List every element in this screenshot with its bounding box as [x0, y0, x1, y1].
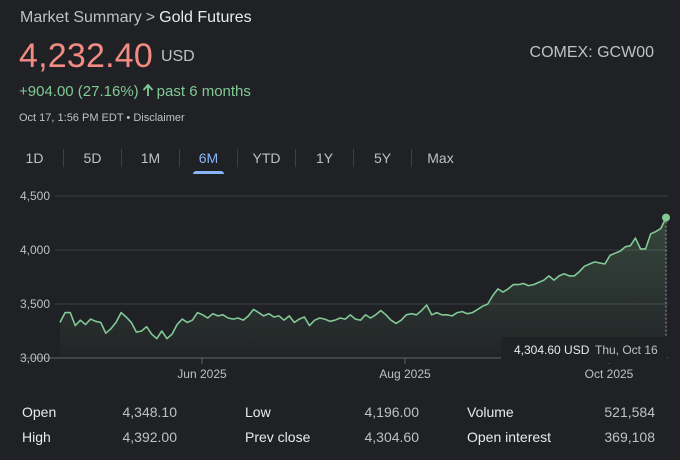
y-tick-label: 4,500 [20, 189, 50, 203]
currency-label: USD [160, 48, 195, 65]
stat-value-open: 4,348.10 [122, 404, 178, 420]
change-period: past 6 months [156, 83, 251, 100]
stat-label-low: Low [245, 404, 271, 420]
stat-value-open-interest: 369,108 [604, 429, 655, 445]
range-tab-max[interactable]: Max [427, 150, 454, 166]
breadcrumb-market-summary[interactable]: Market Summary [20, 9, 142, 26]
range-selector: 1D 5D 1M 6M YTD 1Y 5Y Max [6, 146, 469, 174]
price-series-line [59, 217, 667, 340]
tooltip-value: 4,304.60 USD [514, 343, 590, 357]
arrow-up-icon [142, 83, 153, 100]
price-chart[interactable]: 4,500 4,000 3,500 3,000 Jun 2025 Aug 202… [0, 184, 680, 390]
quote-timestamp: Oct 17, 1:56 PM EDT [19, 112, 124, 124]
breadcrumb-separator: > [145, 9, 156, 26]
range-tab-5d[interactable]: 5D [83, 150, 102, 166]
quote-meta: Oct 17, 1:56 PM EDT • Disclaimer [19, 112, 185, 124]
stat-label-open: Open [22, 404, 57, 420]
current-price: 4,232.40 [19, 37, 153, 75]
range-divider [295, 149, 296, 167]
stat-value-high: 4,392.00 [122, 429, 178, 445]
stat-label-open-interest: Open interest [467, 429, 552, 445]
price-area-fill [60, 217, 666, 358]
range-tab-6m[interactable]: 6M [180, 146, 237, 174]
x-tick-label: Oct 2025 [585, 367, 634, 381]
range-tab-5y[interactable]: 5Y [373, 150, 392, 166]
range-divider [179, 149, 180, 167]
range-divider [353, 149, 354, 167]
hover-tooltip: 4,304.60 USD Thu, Oct 16 [501, 337, 667, 363]
y-tick-label: 3,000 [20, 351, 50, 365]
stat-label-high: High [22, 429, 51, 445]
price-change: +904.00 (27.16%) past 6 months [19, 83, 251, 100]
range-divider [63, 149, 64, 167]
y-tick-label: 4,000 [20, 243, 50, 257]
stat-label-volume: Volume [467, 404, 514, 420]
disclaimer-link[interactable]: Disclaimer [133, 112, 185, 124]
tooltip-background [501, 337, 667, 363]
range-tab-ytd[interactable]: YTD [252, 150, 281, 166]
stat-value-prev-close: 4,304.60 [364, 429, 420, 445]
tooltip-date: Thu, Oct 16 [595, 343, 658, 357]
y-tick-label: 3,500 [20, 297, 50, 311]
range-divider [411, 149, 412, 167]
hover-point [662, 213, 670, 222]
range-divider [237, 149, 238, 167]
meta-bullet: • [126, 112, 131, 124]
exchange-ticker: COMEX: GCW00 [529, 44, 654, 61]
breadcrumb: Market Summary > Gold Futures [20, 9, 252, 27]
x-tick-label: Aug 2025 [379, 367, 431, 381]
x-tick-label: Jun 2025 [177, 367, 227, 381]
stat-label-prev-close: Prev close [245, 429, 311, 445]
stat-value-low: 4,196.00 [364, 404, 420, 420]
range-tab-1d[interactable]: 1D [25, 150, 44, 166]
stat-value-volume: 521,584 [604, 404, 655, 420]
breadcrumb-current: Gold Futures [159, 9, 252, 26]
range-divider [121, 149, 122, 167]
range-tab-1y[interactable]: 1Y [315, 150, 334, 166]
price-row: 4,232.40 USD [19, 37, 195, 76]
change-value: +904.00 (27.16%) [19, 83, 139, 100]
range-tab-1m[interactable]: 1M [140, 150, 161, 166]
